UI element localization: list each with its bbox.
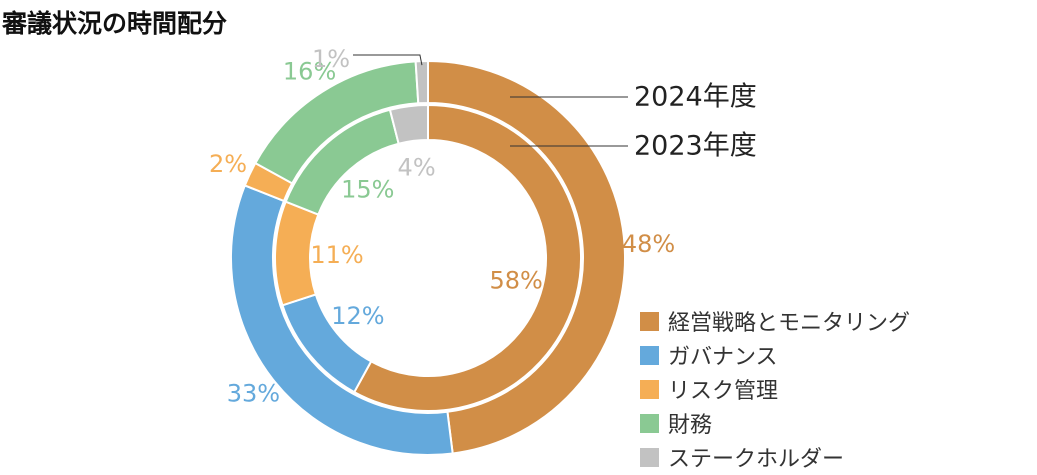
inner-ring-percent-label-5: 4% — [398, 154, 436, 182]
inner-ring-slice-1 — [352, 103, 582, 412]
outer-ring-percent-label-1: 48% — [622, 230, 675, 258]
series-callouts-group: 2024年度 2023年度 — [353, 54, 757, 162]
inner-ring-slice-5 — [388, 103, 429, 145]
inner-ring-percent-label-3: 11% — [310, 241, 363, 269]
outer-ring-percent-label-2: 33% — [227, 379, 280, 407]
legend-swatch — [640, 345, 659, 365]
legend-label: 経営戦略とモニタリング — [668, 311, 911, 336]
percent-labels-group: 48% 33% 2% 16%1% 58% 12% 11% 15%4% — [209, 45, 675, 407]
rings-group — [230, 59, 626, 456]
legend-label: ガバナンス — [668, 345, 778, 370]
legend-item: 財務 — [640, 406, 910, 440]
legend-swatch — [640, 311, 659, 331]
legend-item: ガバナンス — [640, 338, 910, 372]
chart-title: 審議状況の時間配分 — [2, 9, 228, 38]
legend-item: 経営戦略とモニタリング — [640, 304, 910, 338]
small-slice-leader-line — [353, 54, 423, 66]
inner-ring-percent-label-4: 15% — [341, 176, 394, 204]
legend-swatch — [640, 379, 659, 399]
legend-swatch — [640, 447, 659, 467]
inner-ring-series-label: 2023年度 — [634, 131, 757, 162]
outer-ring-percent-label-4: 16% — [283, 57, 336, 85]
legend-label: ステークホルダー — [668, 447, 845, 472]
inner-ring-percent-label-1: 58% — [489, 267, 542, 295]
outer-ring-slice-1 — [427, 59, 626, 455]
outer-ring-percent-label-3: 2% — [209, 150, 247, 178]
legend-item: リスク管理 — [640, 372, 910, 406]
legend-item: ステークホルダー — [640, 440, 910, 474]
legend-swatch — [640, 413, 659, 433]
outer-ring-series-label: 2024年度 — [634, 82, 757, 113]
outer-ring-slice-5 — [414, 59, 429, 105]
legend-label: リスク管理 — [668, 379, 779, 404]
outer-ring-percent-label-5: 1% — [312, 45, 350, 73]
inner-ring-percent-label-2: 12% — [331, 302, 384, 330]
legend: 経営戦略とモニタリング ガバナンスリスク管理財務ステークホルダー — [640, 304, 910, 474]
legend-label: 財務 — [668, 413, 713, 438]
